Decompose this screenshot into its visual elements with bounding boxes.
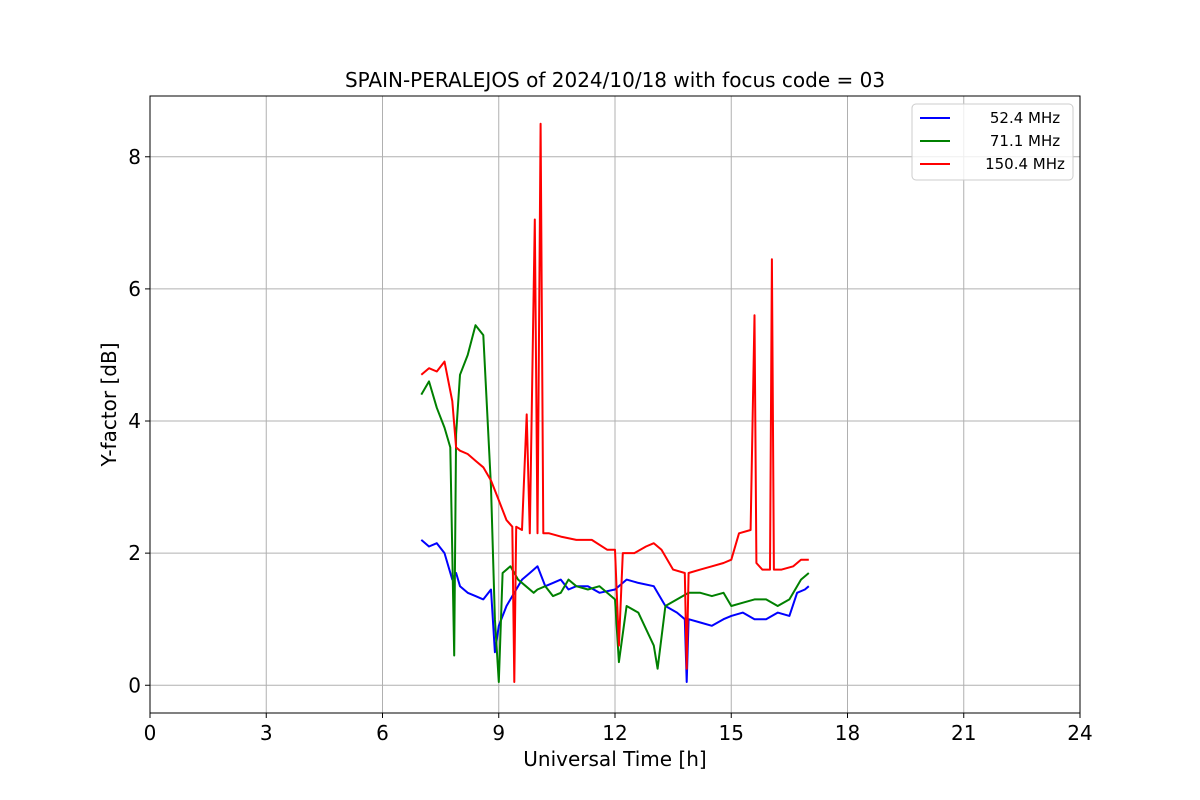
- x-tick-label: 24: [1067, 721, 1092, 745]
- chart-title: SPAIN-PERALEJOS of 2024/10/18 with focus…: [345, 68, 885, 92]
- legend-label: 71.1 MHz: [990, 132, 1060, 150]
- x-tick-label: 21: [951, 721, 976, 745]
- legend-label: 150.4 MHz: [985, 155, 1065, 173]
- x-tick-label: 9: [492, 721, 505, 745]
- legend: 52.4 MHz 71.1 MHz 150.4 MHz: [911, 103, 1074, 181]
- x-tick-label: 12: [602, 721, 627, 745]
- legend-box: [911, 103, 1074, 181]
- x-tick-label: 15: [719, 721, 744, 745]
- series-lines: [420, 122, 810, 683]
- y-axis-label: Y-factor [dB]: [97, 342, 121, 467]
- x-tick-label: 6: [376, 721, 389, 745]
- y-tick-label: 6: [128, 277, 141, 301]
- y-tick-label: 0: [128, 673, 141, 697]
- y-tick-label: 2: [128, 541, 141, 565]
- series-line-1: [420, 324, 810, 683]
- x-tick-label: 3: [260, 721, 273, 745]
- y-tick-label: 8: [128, 145, 141, 169]
- series-line-2: [420, 122, 809, 683]
- series-line-0: [420, 539, 810, 683]
- grid-lines: [149, 96, 1081, 713]
- y-tick-label: 4: [128, 409, 141, 433]
- x-tick-label: 0: [144, 721, 157, 745]
- x-axis-label: Universal Time [h]: [523, 747, 706, 771]
- legend-label: 52.4 MHz: [990, 109, 1060, 127]
- x-tick-label: 18: [835, 721, 860, 745]
